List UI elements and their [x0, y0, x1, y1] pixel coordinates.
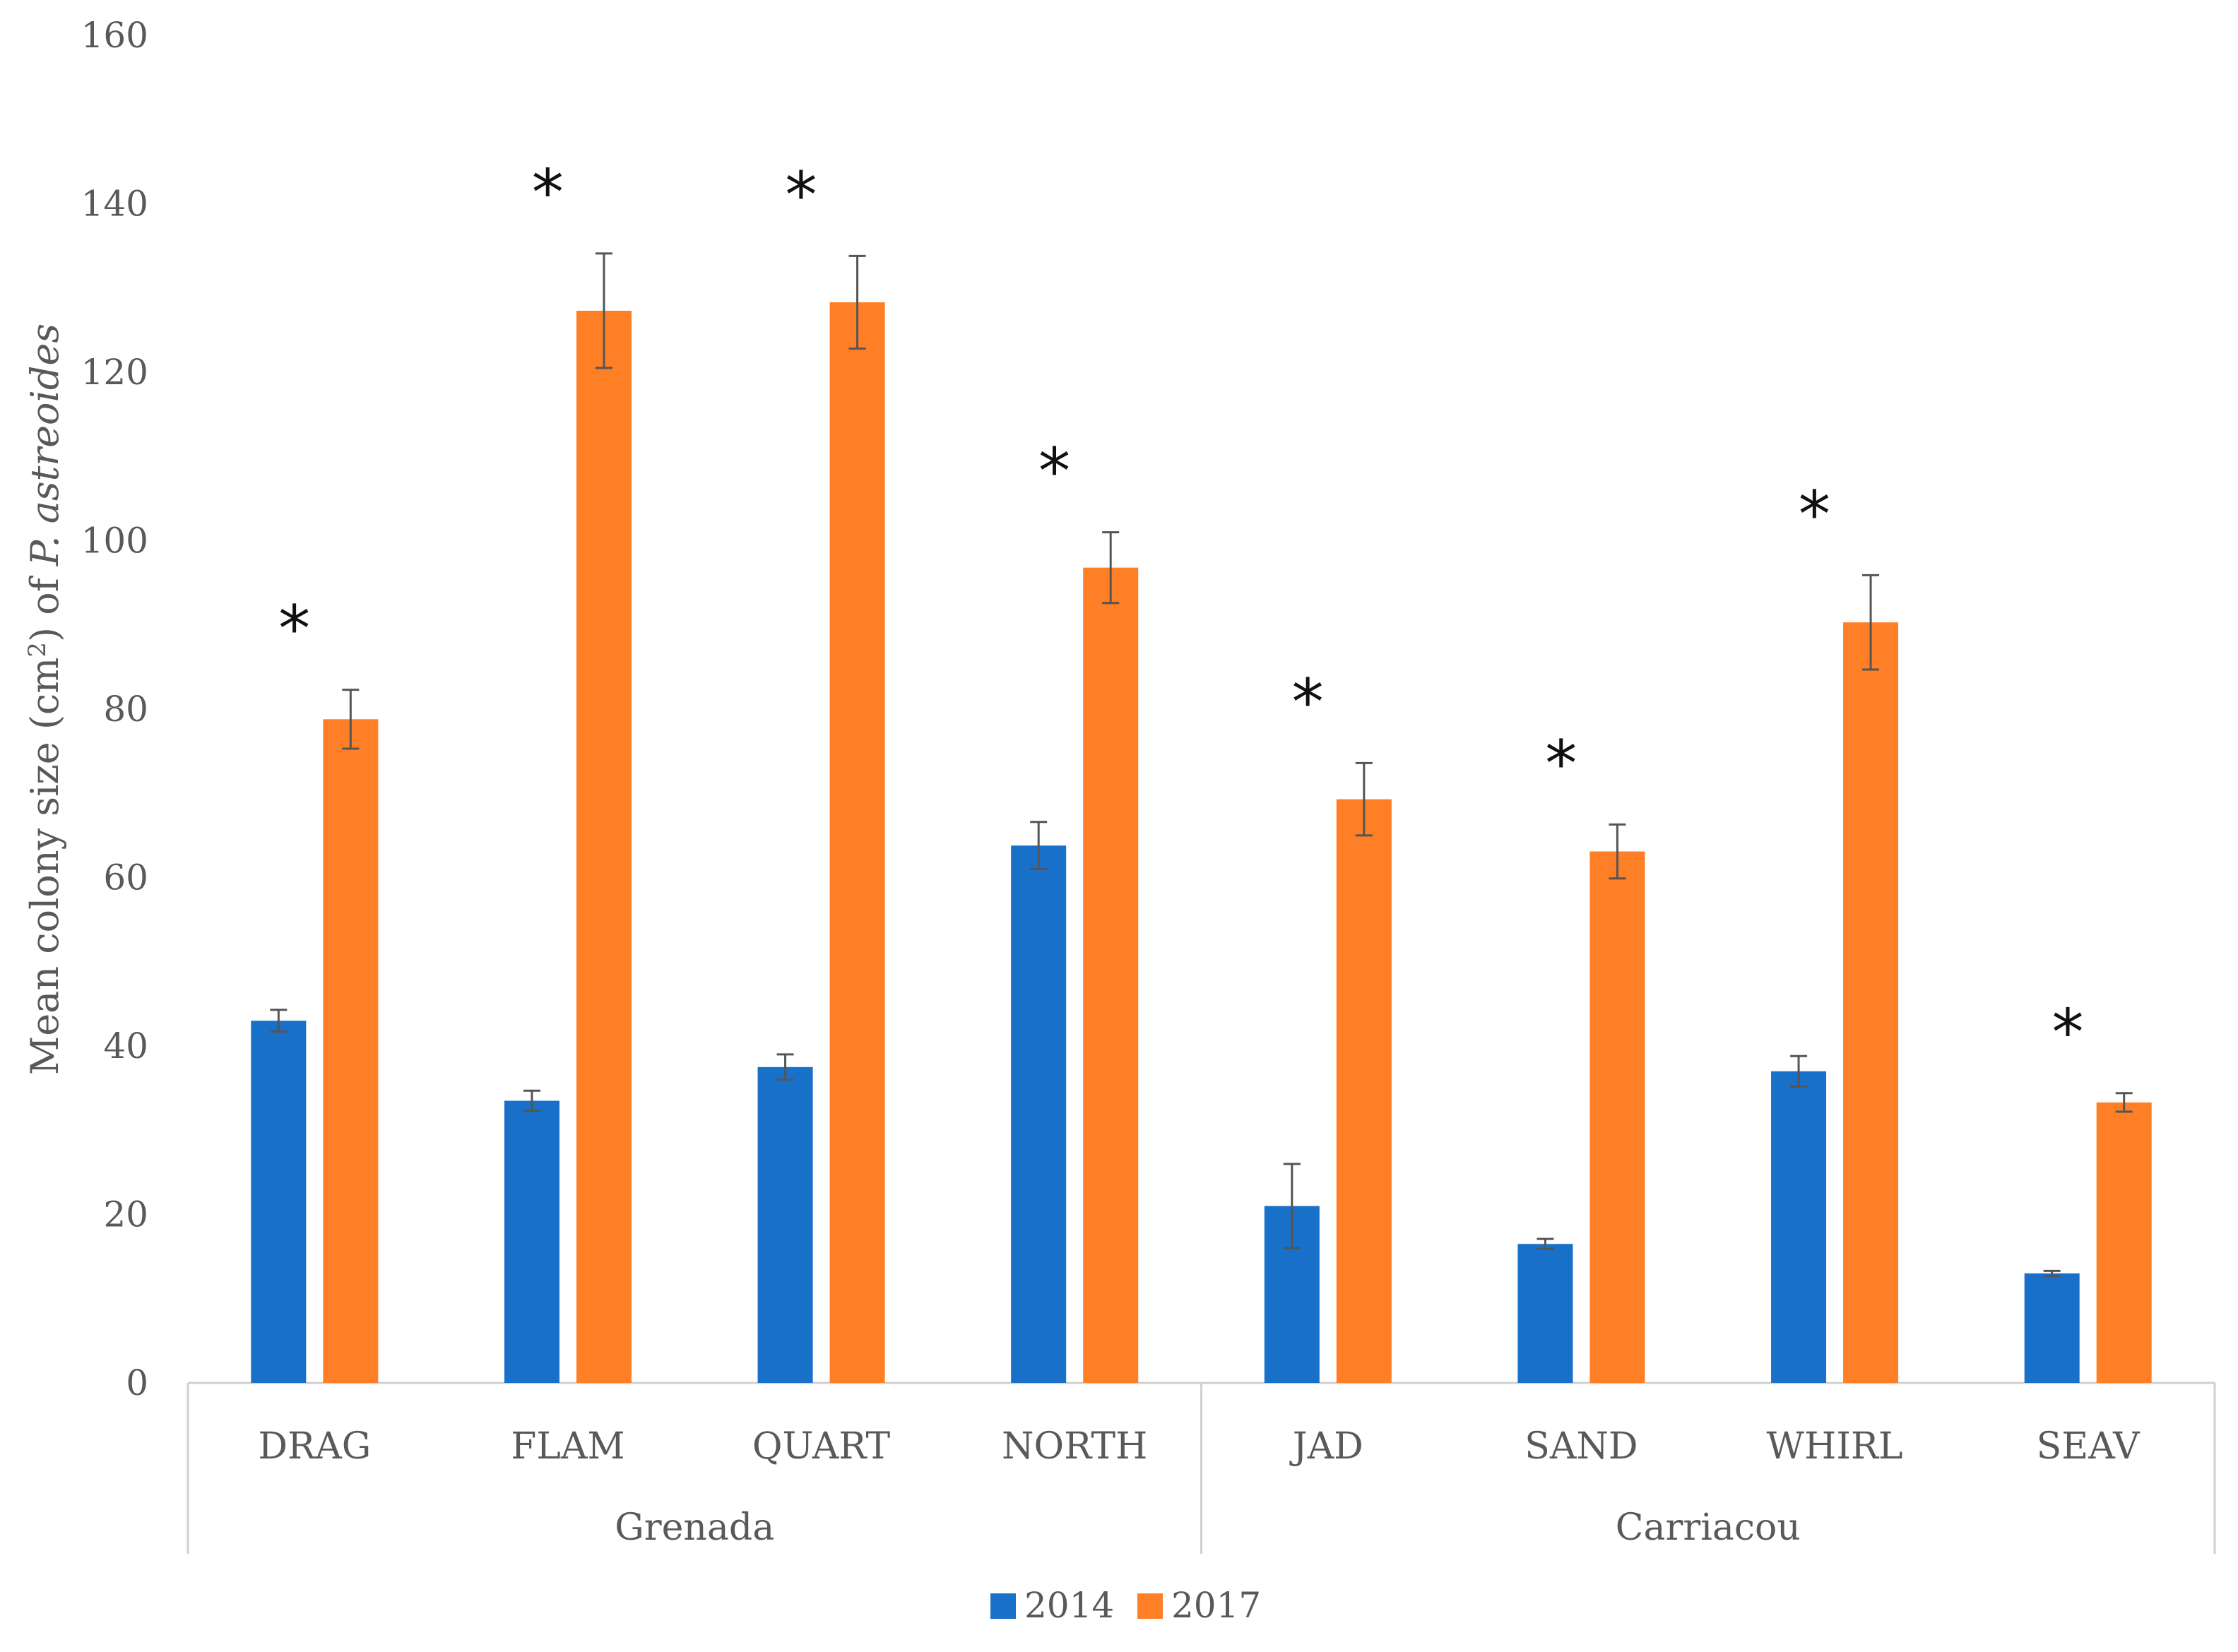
error-bar-2017-drag: [342, 689, 360, 750]
bar-2017-whirl: [1843, 622, 1899, 1383]
bar-2014-seav: [2024, 1273, 2080, 1383]
legend-item-2014: 2014: [990, 1585, 1114, 1626]
significance-star-flam: *: [532, 156, 564, 230]
axes: [186, 1381, 2216, 1554]
legend-label-2017: 2017: [1171, 1585, 1261, 1626]
bar-2014-quart: [757, 1066, 813, 1383]
significance-star-quart: *: [785, 158, 817, 232]
y-tick-label-160: 160: [81, 15, 148, 56]
group-label-grenada: Grenada: [615, 1507, 774, 1549]
y-tick-label-140: 140: [81, 184, 148, 225]
x-tick-label-quart: QUART: [752, 1425, 891, 1468]
y-tick-label-20: 20: [103, 1194, 148, 1235]
y-tick-label-100: 100: [81, 521, 148, 561]
error-bar-2014-whirl: [1790, 1054, 1808, 1088]
error-bar-2017-sand: [1609, 823, 1626, 880]
legend-swatch-2017: [1137, 1593, 1163, 1619]
bar-2017-jad: [1336, 799, 1392, 1383]
error-bar-2017-flam: [595, 252, 612, 369]
error-bar-2017-seav: [2115, 1092, 2133, 1113]
bar-2017-flam: [576, 310, 632, 1383]
y-tick-label-40: 40: [103, 1026, 148, 1066]
group-label-carriacou: Carriacou: [1616, 1507, 1801, 1549]
error-bar-2014-quart: [776, 1053, 794, 1081]
significance-star-drag: *: [278, 593, 310, 667]
y-axis-title-prefix: Mean colony size (cm: [23, 658, 67, 1075]
y-axis-title-middle: ) of: [23, 566, 67, 642]
bars: [251, 302, 2152, 1384]
bar-2017-sand: [1589, 851, 1645, 1383]
error-bar-2014-seav: [2043, 1269, 2061, 1278]
error-bar-2017-north: [1102, 531, 1120, 605]
error-bar-2014-sand: [1537, 1237, 1554, 1250]
significance-star-whirl: *: [1799, 477, 1830, 552]
y-axis-title: Mean colony size (cm2) of P. astreoides: [23, 323, 67, 1075]
bar-2014-sand: [1517, 1244, 1573, 1383]
y-axis-title-species: P. astreoides: [23, 323, 67, 566]
error-bar-2014-flam: [523, 1089, 540, 1112]
error-bar-2014-north: [1030, 821, 1048, 871]
legend: 2014 2017: [990, 1585, 1261, 1626]
y-tick-label-0: 0: [126, 1362, 148, 1403]
x-tick-label-north: NORTH: [1002, 1425, 1147, 1468]
category-labels: DRAG FLAM QUART NORTH JAD SAND WHIRL SEAV: [258, 1425, 2141, 1468]
y-tick-label-120: 120: [81, 352, 148, 393]
x-tick-label-jad: JAD: [1289, 1425, 1363, 1468]
y-tick-label-60: 60: [103, 857, 148, 898]
bar-2017-quart: [829, 302, 885, 1384]
x-tick-label-flam: FLAM: [511, 1425, 624, 1468]
error-bars: [270, 252, 2133, 1278]
x-tick-label-sand: SAND: [1524, 1425, 1638, 1468]
legend-swatch-2014: [990, 1593, 1016, 1619]
error-bar-2017-jad: [1355, 761, 1373, 837]
bar-2017-north: [1083, 567, 1139, 1384]
legend-label-2014: 2014: [1024, 1585, 1114, 1626]
error-bar-2014-drag: [270, 1009, 288, 1033]
error-bar-2017-whirl: [1862, 574, 1880, 671]
x-tick-label-seav: SEAV: [2037, 1425, 2141, 1468]
bar-2014-drag: [251, 1021, 307, 1383]
bar-2014-whirl: [1771, 1071, 1827, 1383]
x-tick-label-drag: DRAG: [258, 1425, 371, 1468]
bar-2017-drag: [323, 719, 379, 1383]
y-axis-title-superscript: 2: [23, 642, 52, 658]
y-axis-ticks: 0 20 40 60 80 100 120 140 160: [81, 15, 148, 1403]
significance-star-north: *: [1038, 435, 1070, 509]
bar-2017-seav: [2096, 1102, 2152, 1383]
significance-markers: * * * * * * * *: [278, 156, 2083, 1070]
legend-item-2017: 2017: [1137, 1585, 1261, 1626]
significance-star-seav: *: [2052, 996, 2083, 1070]
bar-2014-flam: [504, 1100, 560, 1383]
bar-2014-north: [1011, 845, 1067, 1383]
error-bar-2017-quart: [848, 254, 866, 350]
significance-star-jad: *: [1292, 665, 1324, 739]
error-bar-2014-jad: [1283, 1163, 1301, 1249]
x-tick-label-whirl: WHIRL: [1767, 1425, 1903, 1468]
y-tick-label-80: 80: [103, 689, 148, 730]
significance-star-sand: *: [1545, 727, 1577, 801]
group-labels: Grenada Carriacou: [615, 1507, 1801, 1549]
